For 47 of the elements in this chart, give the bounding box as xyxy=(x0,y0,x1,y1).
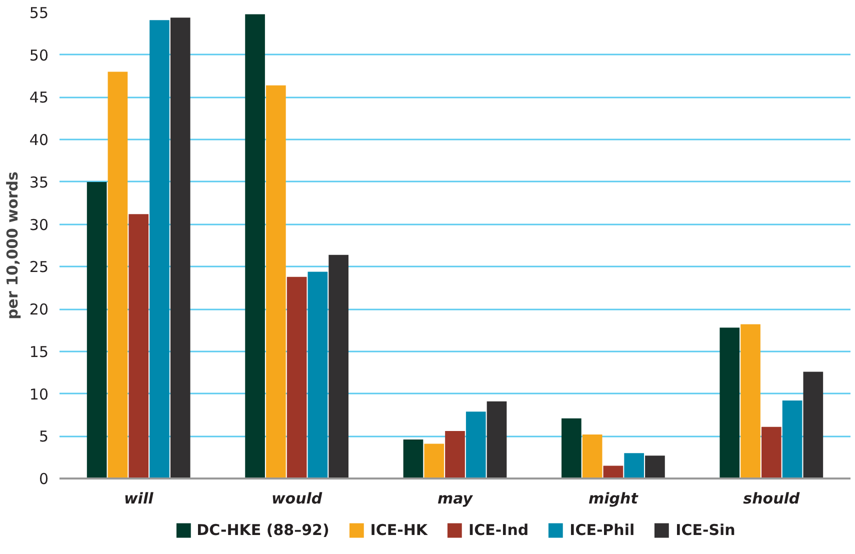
legend-label: ICE-Ind xyxy=(468,521,529,539)
y-tick-label: 20 xyxy=(29,300,49,319)
y-tick-label: 35 xyxy=(29,173,49,192)
bar xyxy=(424,444,444,478)
bar xyxy=(740,324,760,478)
bar xyxy=(624,453,644,478)
bar xyxy=(308,272,328,478)
bar xyxy=(486,401,507,478)
bar xyxy=(286,276,307,478)
bar xyxy=(445,431,465,478)
bar xyxy=(645,456,665,478)
legend-label: DC-HKE (88–92) xyxy=(196,521,330,539)
y-tick-label: 5 xyxy=(38,428,49,446)
y-tick-label: 50 xyxy=(29,46,49,64)
bar xyxy=(562,418,582,478)
y-tick-label: 0 xyxy=(38,470,49,488)
bar xyxy=(782,400,802,478)
legend-label: ICE-HK xyxy=(370,521,428,539)
bar xyxy=(403,440,424,478)
bar xyxy=(128,214,149,478)
legend-label: ICE-Phil xyxy=(570,521,635,539)
y-tick-label: 10 xyxy=(29,385,49,404)
x-tick-label: will xyxy=(124,490,154,508)
y-axis-title: per 10,000 words xyxy=(3,172,22,320)
x-tick-label: may xyxy=(437,490,474,508)
bar xyxy=(86,182,107,478)
bar xyxy=(466,412,486,478)
x-tick-label: would xyxy=(271,490,322,508)
bar xyxy=(803,372,824,478)
bar xyxy=(245,14,265,478)
bar xyxy=(266,85,286,478)
bar xyxy=(761,426,782,478)
legend-label: ICE-Sin xyxy=(676,521,736,539)
y-tick-label: 55 xyxy=(29,4,49,22)
y-tick-label: 40 xyxy=(29,131,49,150)
y-tick-label: 15 xyxy=(29,342,49,361)
bar xyxy=(170,18,190,478)
bar xyxy=(328,254,348,478)
x-tick-label: might xyxy=(588,490,639,508)
y-tick-label: 25 xyxy=(29,258,49,276)
bar xyxy=(108,72,128,478)
bar xyxy=(582,434,602,478)
bar xyxy=(720,328,740,478)
y-tick-label: 45 xyxy=(29,88,49,107)
bar xyxy=(150,20,170,478)
x-tick-label: should xyxy=(743,490,800,508)
y-tick-label: 30 xyxy=(29,216,49,234)
